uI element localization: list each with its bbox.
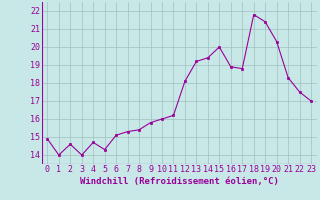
X-axis label: Windchill (Refroidissement éolien,°C): Windchill (Refroidissement éolien,°C) (80, 177, 279, 186)
